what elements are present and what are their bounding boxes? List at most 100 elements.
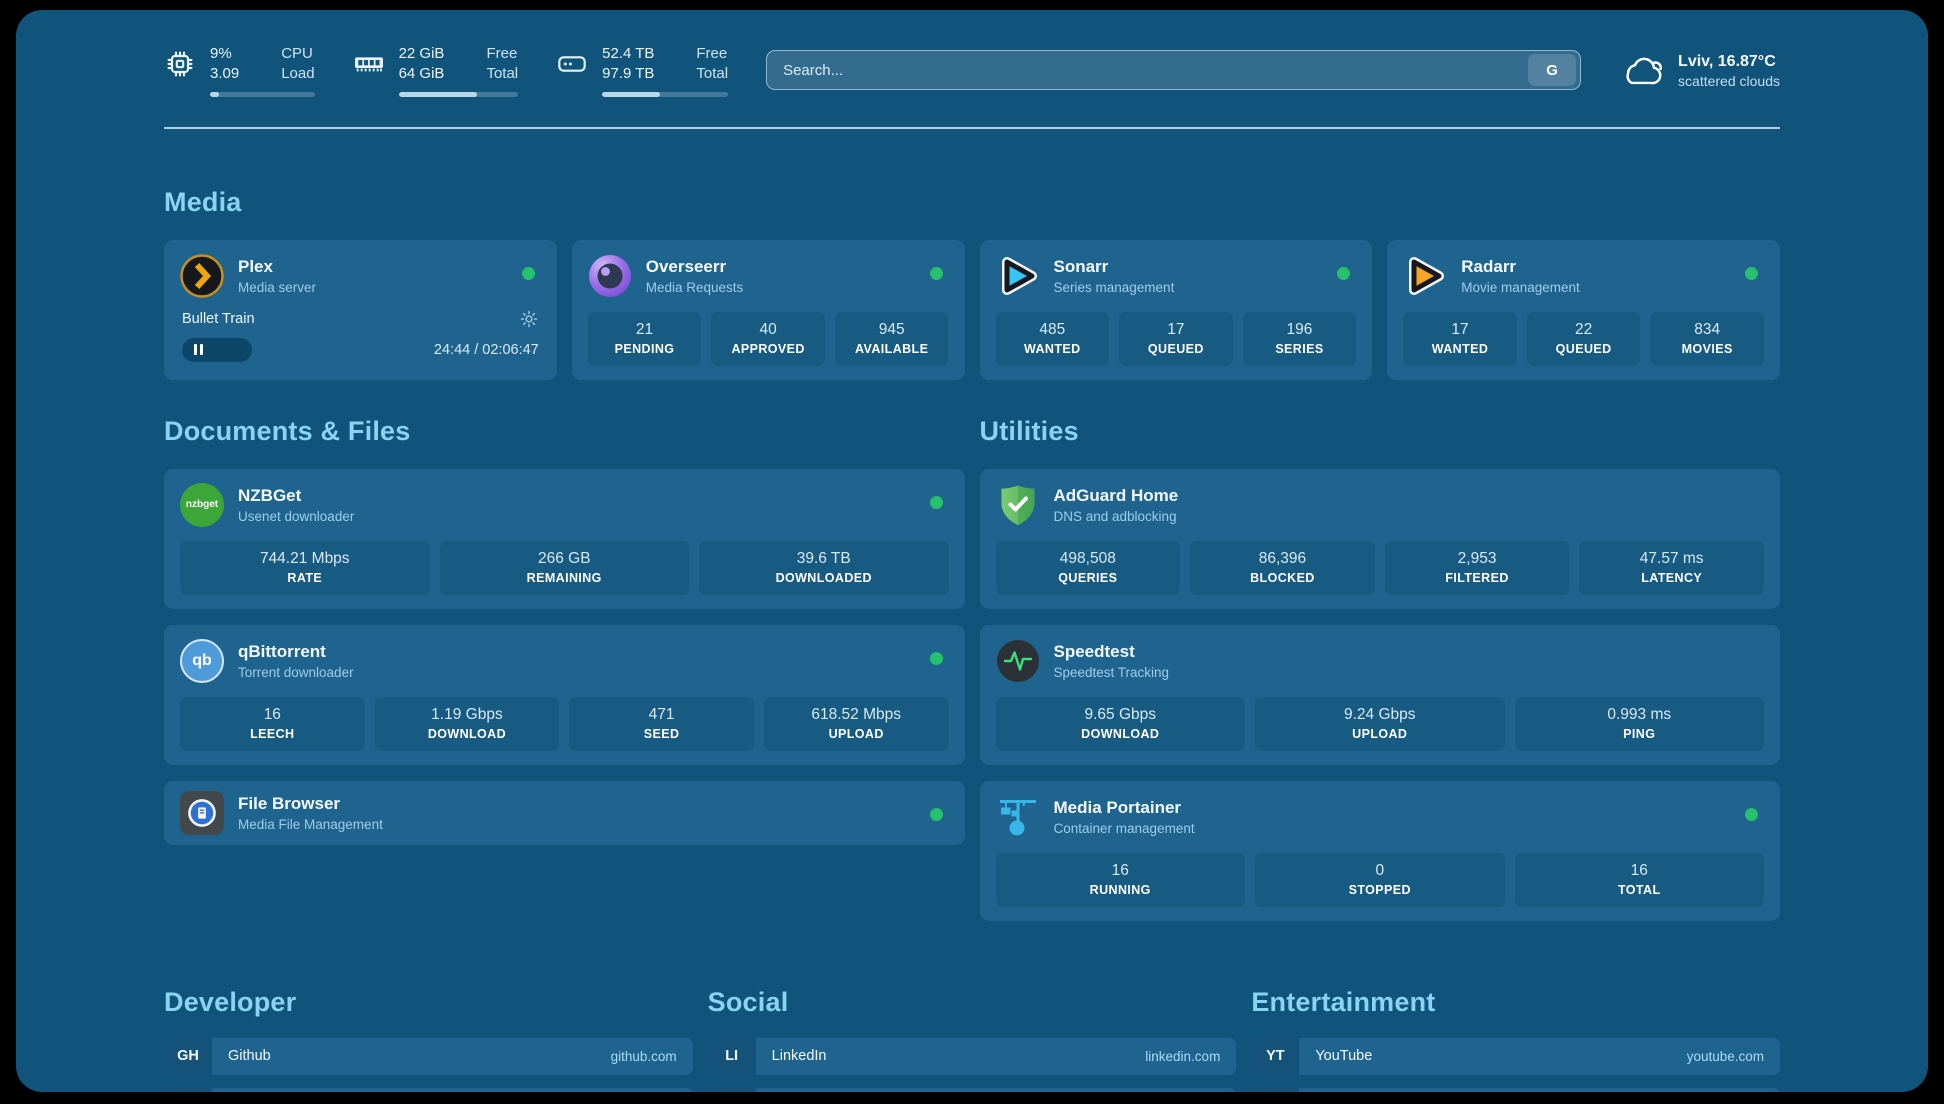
stat-seed: 471 SEED bbox=[569, 696, 754, 751]
radarr-subtitle: Movie management bbox=[1461, 279, 1580, 295]
filebrowser-status-dot bbox=[929, 807, 943, 821]
stat-queued: 22 QUEUED bbox=[1526, 311, 1641, 366]
qbittorrent-status-dot bbox=[929, 651, 943, 665]
stat-blocked: 86,396 BLOCKED bbox=[1190, 540, 1375, 595]
documents-column: Documents & Files nzbget NZBGet Usenet d… bbox=[164, 416, 965, 845]
bookmarks-developer: Developer GH Github github.com SO StackO… bbox=[164, 987, 693, 1092]
storage-progress-fill bbox=[602, 91, 661, 97]
search-engine-button[interactable]: G bbox=[1528, 54, 1577, 87]
search-bar[interactable]: G bbox=[766, 50, 1582, 91]
stat-upload: 9.24 Gbps UPLOAD bbox=[1255, 696, 1505, 751]
nzbget-status-dot bbox=[929, 495, 943, 509]
search-input[interactable] bbox=[783, 61, 1529, 79]
playback-progress[interactable]: 24:44 / 02:06:47 bbox=[180, 337, 541, 362]
cpu-usage-value: 9% bbox=[210, 45, 232, 62]
overseerr-icon bbox=[588, 254, 632, 298]
storage-widget: 52.4 TB 97.9 TB Free Total bbox=[556, 44, 729, 97]
radarr-title: Radarr bbox=[1461, 256, 1517, 276]
stat-leech: 16 LEECH bbox=[180, 696, 365, 751]
sonarr-status-dot bbox=[1337, 266, 1351, 280]
filebrowser-card[interactable]: File Browser Media File Management bbox=[164, 780, 965, 845]
bookmark-youtube[interactable]: YT YouTube youtube.com bbox=[1251, 1037, 1780, 1075]
cpu-progress-fill bbox=[210, 91, 220, 97]
utilities-column: Utilities bbox=[979, 416, 1780, 921]
bookmark-url: linkedin.com bbox=[1145, 1048, 1221, 1064]
plex-status-dot bbox=[521, 266, 535, 280]
bookmarks-entertainment: Entertainment YT YouTube youtube.com NF … bbox=[1251, 986, 1780, 1092]
speedtest-title: Speedtest bbox=[1053, 641, 1135, 661]
nzbget-title: NZBGet bbox=[238, 485, 302, 505]
weather-widget: Lviv, 16.87°C scattered clouds bbox=[1619, 52, 1780, 89]
now-playing-title: Bullet Train bbox=[182, 310, 255, 327]
nzbget-card[interactable]: nzbget NZBGet Usenet downloader 744.21 M… bbox=[164, 468, 965, 609]
section-title-entertainment: Entertainment bbox=[1251, 986, 1436, 1017]
speedtest-icon bbox=[996, 639, 1040, 683]
portainer-subtitle: Container management bbox=[1053, 820, 1195, 836]
cpu-progress-track bbox=[210, 91, 315, 97]
adguard-card[interactable]: AdGuard Home DNS and adblocking 498,508 … bbox=[979, 468, 1780, 609]
sonarr-card[interactable]: Sonarr Series management 485 WANTED 17 Q… bbox=[979, 239, 1373, 380]
memory-free-label: Free bbox=[486, 45, 518, 62]
portainer-card[interactable]: Media Portainer Container management 16 … bbox=[979, 780, 1780, 921]
qbittorrent-title: qBittorrent bbox=[238, 641, 326, 661]
pause-icon bbox=[194, 344, 197, 355]
speedtest-card[interactable]: Speedtest Speedtest Tracking 9.65 Gbps D… bbox=[979, 624, 1780, 765]
stat-queued: 17 QUEUED bbox=[1119, 311, 1233, 366]
bookmark-tag: SO bbox=[164, 1087, 212, 1092]
speedtest-subtitle: Speedtest Tracking bbox=[1053, 664, 1170, 680]
settings-icon[interactable] bbox=[519, 309, 539, 329]
stat-available: 945 AVAILABLE bbox=[834, 311, 949, 366]
stat-ping: 0.993 ms PING bbox=[1514, 696, 1764, 751]
stat-rate: 744.21 Mbps RATE bbox=[180, 540, 430, 595]
cpu-label: CPU bbox=[281, 45, 313, 62]
top-bar: 9% 3.09 CPU Load bbox=[164, 44, 1780, 97]
stat-wanted: 17 WANTED bbox=[1403, 311, 1517, 366]
bookmarks-social: Social LI LinkedIn linkedin.com TW Twitt… bbox=[707, 987, 1237, 1092]
bookmark-url: youtube.com bbox=[1686, 1048, 1764, 1064]
bookmark-linkedin[interactable]: LI LinkedIn linkedin.com bbox=[707, 1037, 1237, 1075]
radarr-card[interactable]: Radarr Movie management 17 WANTED 22 QUE… bbox=[1387, 239, 1780, 380]
overseerr-subtitle: Media Requests bbox=[645, 279, 744, 295]
stat-series: 196 SERIES bbox=[1242, 311, 1357, 366]
plex-card[interactable]: Plex Media server Bullet Train bbox=[164, 239, 557, 380]
radarr-status-dot bbox=[1745, 266, 1758, 280]
qbittorrent-icon: qb bbox=[180, 638, 224, 683]
cpu-icon bbox=[167, 51, 193, 77]
memory-icon bbox=[354, 57, 383, 72]
bookmark-netflix[interactable]: NF Netflix netflix.com bbox=[1251, 1087, 1780, 1092]
portainer-status-dot bbox=[1745, 807, 1758, 821]
header-divider bbox=[164, 126, 1780, 129]
bookmark-github[interactable]: GH Github github.com bbox=[164, 1037, 693, 1075]
weather-location: Lviv, 16.87°C bbox=[1678, 52, 1776, 70]
memory-progress-fill bbox=[398, 91, 478, 97]
bookmark-tag: TW bbox=[707, 1087, 756, 1092]
bookmark-url: github.com bbox=[610, 1048, 677, 1064]
stat-download: 9.65 Gbps DOWNLOAD bbox=[995, 696, 1245, 751]
bookmark-tag: YT bbox=[1251, 1037, 1300, 1075]
bookmark-name: Github bbox=[228, 1048, 271, 1064]
bookmark-twitter[interactable]: TW Twitter twitter.com bbox=[707, 1087, 1237, 1092]
memory-widget: 22 GiB 64 GiB Free Total bbox=[353, 44, 519, 97]
stat-filtered: 2,953 FILTERED bbox=[1384, 540, 1570, 595]
memory-free-value: 22 GiB bbox=[398, 45, 445, 62]
load-label: Load bbox=[281, 65, 315, 83]
qbittorrent-card[interactable]: qb qBittorrent Torrent downloader 16 LEE… bbox=[164, 624, 965, 765]
overseerr-card[interactable]: Overseerr Media Requests 21 PENDING 40 A… bbox=[571, 239, 965, 380]
storage-progress-track bbox=[602, 91, 729, 97]
overseerr-title: Overseerr bbox=[645, 256, 727, 276]
bookmark-name: LinkedIn bbox=[771, 1048, 827, 1064]
nzbget-icon: nzbget bbox=[180, 482, 224, 527]
section-title-media: Media bbox=[164, 186, 242, 217]
dashboard-window: 9% 3.09 CPU Load bbox=[16, 10, 1928, 1092]
stat-download: 1.19 Gbps DOWNLOAD bbox=[374, 696, 560, 751]
bookmark-stackoverflow[interactable]: SO StackOverflow stackoverflow.com bbox=[164, 1087, 693, 1092]
stat-downloaded: 39.6 TB DOWNLOADED bbox=[699, 540, 949, 595]
stat-latency: 47.57 ms LATENCY bbox=[1579, 540, 1764, 595]
stat-total: 16 TOTAL bbox=[1514, 852, 1764, 907]
plex-title: Plex bbox=[238, 256, 273, 276]
sonarr-title: Sonarr bbox=[1053, 256, 1109, 276]
bookmark-name: YouTube bbox=[1315, 1048, 1373, 1064]
sonarr-subtitle: Series management bbox=[1053, 279, 1175, 295]
overseerr-status-dot bbox=[929, 266, 943, 280]
storage-total-value: 97.9 TB bbox=[602, 65, 655, 83]
